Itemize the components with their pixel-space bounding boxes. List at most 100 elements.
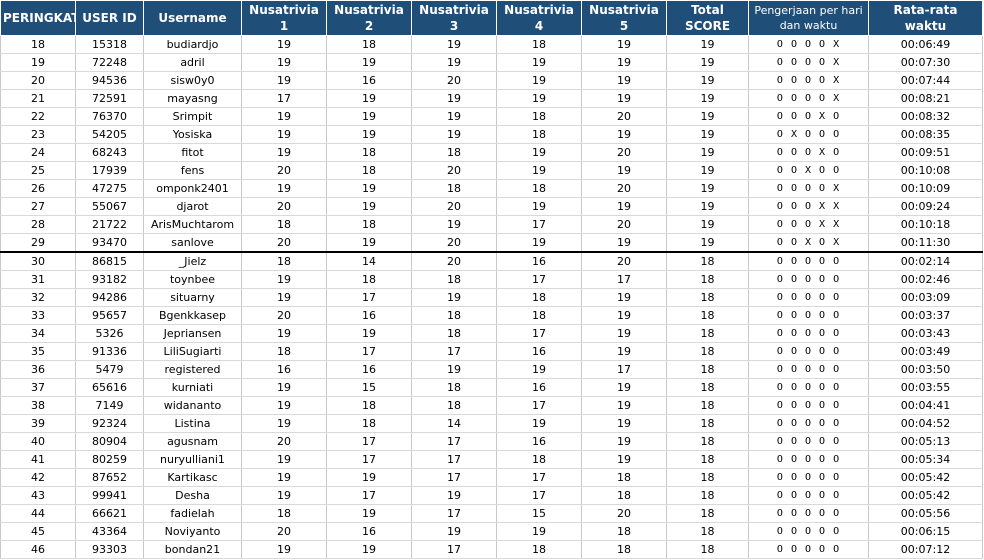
- total-score-cell[interactable]: 18: [666, 396, 749, 415]
- nusatrivia-4-cell[interactable]: 18: [496, 288, 582, 307]
- nusatrivia-1-cell[interactable]: 19: [241, 414, 327, 433]
- nusatrivia-3-cell[interactable]: 19: [411, 125, 497, 144]
- nusatrivia-4-cell[interactable]: 18: [496, 306, 582, 325]
- user-id-cell[interactable]: 76370: [75, 107, 144, 126]
- rank-cell[interactable]: 18: [0, 35, 76, 54]
- nusatrivia-1-cell[interactable]: 19: [241, 35, 327, 54]
- average-time-cell[interactable]: 00:08:35: [868, 125, 983, 144]
- nusatrivia-1-cell[interactable]: 18: [241, 252, 327, 271]
- rank-cell[interactable]: 29: [0, 233, 76, 253]
- nusatrivia-1-cell[interactable]: 16: [241, 360, 327, 379]
- header-average-time[interactable]: Rata-rata waktu: [868, 0, 983, 36]
- nusatrivia-2-cell[interactable]: 15: [326, 378, 412, 397]
- user-id-cell[interactable]: 87652: [75, 468, 144, 487]
- nusatrivia-4-cell[interactable]: 16: [496, 432, 582, 451]
- nusatrivia-1-cell[interactable]: 19: [241, 270, 327, 289]
- nusatrivia-5-cell[interactable]: 18: [581, 540, 667, 559]
- daily-pattern-cell[interactable]: O O O X O: [748, 107, 869, 126]
- nusatrivia-2-cell[interactable]: 16: [326, 306, 412, 325]
- nusatrivia-3-cell[interactable]: 20: [411, 197, 497, 216]
- username-cell[interactable]: widananto: [143, 396, 242, 415]
- username-cell[interactable]: Desha: [143, 486, 242, 505]
- nusatrivia-3-cell[interactable]: 19: [411, 89, 497, 108]
- username-cell[interactable]: toynbee: [143, 270, 242, 289]
- daily-pattern-cell[interactable]: O X O O O: [748, 125, 869, 144]
- daily-pattern-cell[interactable]: O O O O O: [748, 252, 869, 271]
- rank-cell[interactable]: 20: [0, 71, 76, 90]
- nusatrivia-5-cell[interactable]: 20: [581, 215, 667, 234]
- average-time-cell[interactable]: 00:03:55: [868, 378, 983, 397]
- username-cell[interactable]: _Jielz: [143, 252, 242, 271]
- nusatrivia-5-cell[interactable]: 19: [581, 197, 667, 216]
- nusatrivia-1-cell[interactable]: 20: [241, 306, 327, 325]
- username-cell[interactable]: sisw0y0: [143, 71, 242, 90]
- nusatrivia-2-cell[interactable]: 17: [326, 450, 412, 469]
- nusatrivia-5-cell[interactable]: 19: [581, 71, 667, 90]
- total-score-cell[interactable]: 19: [666, 35, 749, 54]
- header-nusatrivia-4[interactable]: Nusatrivia 4: [496, 0, 582, 36]
- user-id-cell[interactable]: 72248: [75, 53, 144, 72]
- nusatrivia-4-cell[interactable]: 18: [496, 179, 582, 198]
- average-time-cell[interactable]: 00:03:43: [868, 324, 983, 343]
- header-nusatrivia-1[interactable]: Nusatrivia 1: [241, 0, 327, 36]
- daily-pattern-cell[interactable]: O O O X O: [748, 143, 869, 162]
- username-cell[interactable]: mayasng: [143, 89, 242, 108]
- total-score-cell[interactable]: 19: [666, 179, 749, 198]
- nusatrivia-2-cell[interactable]: 16: [326, 71, 412, 90]
- nusatrivia-3-cell[interactable]: 20: [411, 233, 497, 253]
- total-score-cell[interactable]: 19: [666, 53, 749, 72]
- rank-cell[interactable]: 30: [0, 252, 76, 271]
- nusatrivia-5-cell[interactable]: 19: [581, 396, 667, 415]
- average-time-cell[interactable]: 00:06:49: [868, 35, 983, 54]
- nusatrivia-1-cell[interactable]: 19: [241, 396, 327, 415]
- average-time-cell[interactable]: 00:03:09: [868, 288, 983, 307]
- total-score-cell[interactable]: 18: [666, 360, 749, 379]
- user-id-cell[interactable]: 17939: [75, 161, 144, 180]
- nusatrivia-2-cell[interactable]: 19: [326, 504, 412, 523]
- rank-cell[interactable]: 23: [0, 125, 76, 144]
- rank-cell[interactable]: 37: [0, 378, 76, 397]
- nusatrivia-4-cell[interactable]: 19: [496, 161, 582, 180]
- daily-pattern-cell[interactable]: O O O O O: [748, 270, 869, 289]
- nusatrivia-2-cell[interactable]: 18: [326, 35, 412, 54]
- average-time-cell[interactable]: 00:03:37: [868, 306, 983, 325]
- total-score-cell[interactable]: 19: [666, 197, 749, 216]
- nusatrivia-1-cell[interactable]: 19: [241, 378, 327, 397]
- rank-cell[interactable]: 45: [0, 522, 76, 541]
- total-score-cell[interactable]: 18: [666, 432, 749, 451]
- nusatrivia-1-cell[interactable]: 19: [241, 143, 327, 162]
- nusatrivia-5-cell[interactable]: 19: [581, 125, 667, 144]
- total-score-cell[interactable]: 18: [666, 342, 749, 361]
- username-cell[interactable]: Jepriansen: [143, 324, 242, 343]
- nusatrivia-2-cell[interactable]: 16: [326, 522, 412, 541]
- nusatrivia-1-cell[interactable]: 19: [241, 125, 327, 144]
- user-id-cell[interactable]: 21722: [75, 215, 144, 234]
- user-id-cell[interactable]: 93182: [75, 270, 144, 289]
- daily-pattern-cell[interactable]: O O O O O: [748, 342, 869, 361]
- username-cell[interactable]: ArisMuchtarom: [143, 215, 242, 234]
- nusatrivia-1-cell[interactable]: 19: [241, 540, 327, 559]
- user-id-cell[interactable]: 80904: [75, 432, 144, 451]
- nusatrivia-3-cell[interactable]: 17: [411, 504, 497, 523]
- total-score-cell[interactable]: 18: [666, 324, 749, 343]
- daily-pattern-cell[interactable]: O O O O O: [748, 288, 869, 307]
- nusatrivia-1-cell[interactable]: 19: [241, 468, 327, 487]
- nusatrivia-3-cell[interactable]: 19: [411, 215, 497, 234]
- username-cell[interactable]: bondan21: [143, 540, 242, 559]
- nusatrivia-3-cell[interactable]: 19: [411, 53, 497, 72]
- nusatrivia-4-cell[interactable]: 17: [496, 215, 582, 234]
- header-username[interactable]: Username: [143, 0, 242, 36]
- daily-pattern-cell[interactable]: O O O O O: [748, 360, 869, 379]
- header-rank[interactable]: PERINGKAT: [0, 0, 76, 36]
- nusatrivia-5-cell[interactable]: 19: [581, 306, 667, 325]
- user-id-cell[interactable]: 7149: [75, 396, 144, 415]
- average-time-cell[interactable]: 00:09:51: [868, 143, 983, 162]
- rank-cell[interactable]: 19: [0, 53, 76, 72]
- nusatrivia-3-cell[interactable]: 19: [411, 360, 497, 379]
- user-id-cell[interactable]: 54205: [75, 125, 144, 144]
- user-id-cell[interactable]: 72591: [75, 89, 144, 108]
- nusatrivia-2-cell[interactable]: 17: [326, 486, 412, 505]
- nusatrivia-5-cell[interactable]: 19: [581, 233, 667, 253]
- user-id-cell[interactable]: 5326: [75, 324, 144, 343]
- nusatrivia-3-cell[interactable]: 17: [411, 450, 497, 469]
